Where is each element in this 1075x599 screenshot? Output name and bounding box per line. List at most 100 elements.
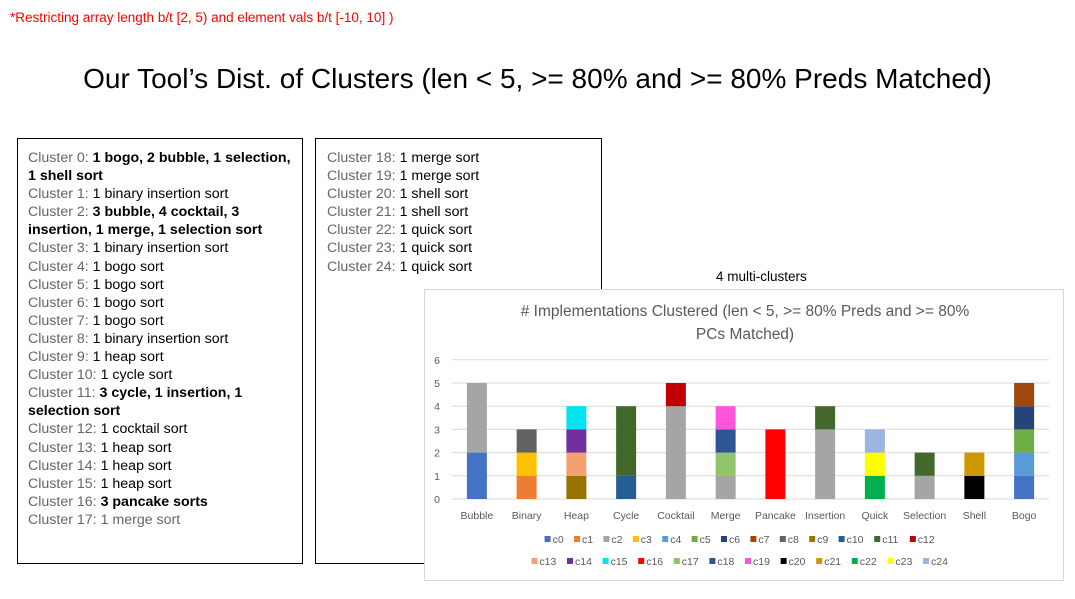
bar-segment-c2 bbox=[665, 406, 686, 499]
cluster-label: Cluster 13: bbox=[28, 439, 97, 456]
legend-label: c21 bbox=[824, 556, 841, 568]
bar-segment-c4 bbox=[1014, 452, 1035, 476]
cluster-label: Cluster 11: bbox=[28, 385, 96, 402]
legend-label: c23 bbox=[895, 556, 912, 568]
legend-swatch-c9 bbox=[809, 536, 816, 542]
cluster-label: Cluster 8: bbox=[28, 330, 89, 347]
x-tick-label: Bogo bbox=[1012, 510, 1037, 522]
cluster-label: Cluster 0: bbox=[28, 150, 89, 166]
cluster-entry: Cluster 13: 1 heap sort bbox=[28, 439, 294, 457]
cluster-contents: 1 shell sort bbox=[399, 186, 469, 203]
bar-segment-c5 bbox=[1014, 429, 1035, 453]
legend-label: c0 bbox=[553, 534, 564, 546]
x-tick-label: Shell bbox=[963, 510, 986, 522]
cluster-contents: 1 heap sort bbox=[100, 457, 172, 474]
bar-segment-c15 bbox=[566, 406, 587, 430]
cluster-entry: Cluster 21: 1 shell sort bbox=[327, 203, 593, 221]
legend-swatch-c11 bbox=[874, 536, 881, 542]
bar-segment-c3 bbox=[516, 452, 537, 476]
cluster-entry: Cluster 1: 1 binary insertion sort bbox=[28, 185, 294, 203]
bar-segment-c19 bbox=[715, 406, 736, 430]
cluster-entry: Cluster 4: 1 bogo sort bbox=[28, 258, 294, 276]
bar-segment-c11 bbox=[815, 406, 836, 430]
cluster-entry: Cluster 11: 3 cycle, 1 insertion, 1 sele… bbox=[28, 384, 294, 420]
legend-label: c15 bbox=[611, 556, 628, 568]
chart-title: PCs Matched) bbox=[696, 326, 794, 343]
bar-segment-c0 bbox=[1014, 475, 1035, 499]
cluster-entry: Cluster 8: 1 binary insertion sort bbox=[28, 330, 294, 348]
x-tick-label: Heap bbox=[564, 510, 589, 522]
bar-segment-c2 bbox=[815, 429, 836, 499]
bar-segment-c2 bbox=[914, 475, 935, 499]
multi-clusters-label: 4 multi-clusters bbox=[716, 269, 807, 284]
cluster-contents: 1 bogo sort bbox=[92, 258, 164, 275]
y-tick-label: 0 bbox=[434, 494, 440, 506]
cluster-entry: Cluster 7: 1 bogo sort bbox=[28, 312, 294, 330]
cluster-contents: 1 shell sort bbox=[399, 204, 469, 221]
cluster-entry: Cluster 22: 1 quick sort bbox=[327, 221, 593, 239]
bar-segment-c13 bbox=[566, 452, 587, 476]
cluster-entry: Cluster 18: 1 merge sort bbox=[327, 149, 593, 167]
cluster-contents: 1 merge sort bbox=[100, 511, 181, 528]
cluster-entry: Cluster 24: 1 quick sort bbox=[327, 258, 593, 276]
chart-title: # Implementations Clustered (len < 5, >=… bbox=[521, 303, 970, 320]
cluster-entry: Cluster 3: 1 binary insertion sort bbox=[28, 239, 294, 257]
cluster-label: Cluster 12: bbox=[28, 421, 97, 438]
cluster-entry: Cluster 5: 1 bogo sort bbox=[28, 276, 294, 294]
x-tick-label: Pancake bbox=[755, 510, 796, 522]
cluster-label: Cluster 23: bbox=[327, 240, 396, 257]
bar-segment-c17 bbox=[715, 452, 736, 476]
cluster-contents: 1 heap sort bbox=[92, 349, 164, 366]
y-tick-label: 1 bbox=[434, 471, 440, 483]
bar-segment-c23 bbox=[864, 452, 885, 476]
cluster-label: Cluster 1: bbox=[28, 186, 89, 203]
legend-label: c4 bbox=[670, 534, 681, 546]
cluster-contents: 1 merge sort bbox=[399, 168, 480, 185]
cluster-label: Cluster 15: bbox=[28, 475, 97, 492]
bar-segment-c14 bbox=[566, 429, 587, 453]
cluster-contents: 1 bogo sort bbox=[92, 312, 164, 329]
legend-label: c7 bbox=[758, 534, 769, 546]
legend-swatch-c15 bbox=[602, 558, 609, 564]
clusters-list-left: Cluster 0: 1 bogo, 2 bubble, 1 selection… bbox=[17, 138, 303, 564]
cluster-entry: Cluster 0: 1 bogo, 2 bubble, 1 selection… bbox=[28, 149, 294, 185]
cluster-contents: 1 binary insertion sort bbox=[92, 186, 229, 203]
bar-segment-c0 bbox=[466, 452, 487, 499]
cluster-contents: 1 heap sort bbox=[100, 439, 172, 456]
cluster-label: Cluster 14: bbox=[28, 457, 97, 474]
cluster-contents: 3 bubble, 4 cocktail, 3 insertion, 1 mer… bbox=[28, 204, 263, 239]
bar-segment-c2 bbox=[466, 383, 487, 453]
legend-swatch-c10 bbox=[838, 536, 845, 542]
bar-segment-c8 bbox=[516, 429, 537, 453]
cluster-label: Cluster 2: bbox=[28, 204, 89, 221]
legend-swatch-c7 bbox=[750, 536, 757, 542]
bar-segment-c11 bbox=[616, 406, 637, 476]
x-tick-label: Insertion bbox=[805, 510, 845, 522]
cluster-label: Cluster 4: bbox=[28, 258, 89, 275]
legend-swatch-c18 bbox=[709, 558, 716, 564]
y-tick-label: 5 bbox=[434, 378, 440, 390]
bar-segment-c2 bbox=[715, 475, 736, 499]
y-tick-label: 6 bbox=[434, 355, 440, 367]
bar-segment-c21 bbox=[964, 452, 985, 476]
legend-label: c5 bbox=[700, 534, 711, 546]
cluster-contents: 1 quick sort bbox=[399, 240, 473, 257]
legend-swatch-c8 bbox=[779, 536, 786, 542]
legend-label: c1 bbox=[582, 534, 593, 546]
legend-label: c8 bbox=[788, 534, 799, 546]
x-tick-label: Merge bbox=[711, 510, 741, 522]
legend-label: c20 bbox=[789, 556, 806, 568]
legend-swatch-c21 bbox=[816, 558, 823, 564]
legend-swatch-c19 bbox=[745, 558, 751, 564]
legend-swatch-c13 bbox=[531, 558, 538, 564]
legend-swatch-c20 bbox=[780, 558, 787, 564]
cluster-contents: 1 bogo sort bbox=[92, 276, 164, 293]
cluster-entry: Cluster 15: 1 heap sort bbox=[28, 475, 294, 493]
restriction-note: *Restricting array length b/t [2, 5) and… bbox=[10, 10, 394, 25]
legend-label: c11 bbox=[882, 534, 898, 546]
cluster-contents: 1 quick sort bbox=[399, 222, 473, 239]
legend-swatch-c4 bbox=[662, 536, 669, 542]
legend-label: c12 bbox=[918, 534, 935, 546]
legend-label: c13 bbox=[539, 556, 556, 568]
legend-swatch-c23 bbox=[887, 558, 894, 564]
